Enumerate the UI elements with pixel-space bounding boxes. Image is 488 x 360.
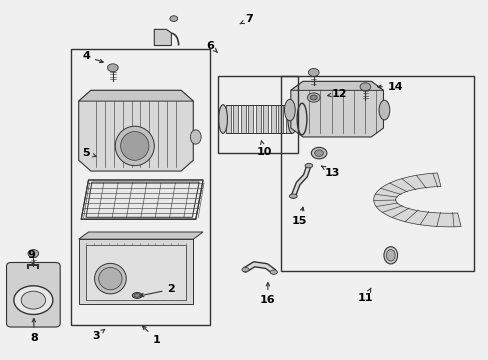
Text: 11: 11: [357, 288, 372, 303]
Ellipse shape: [134, 294, 140, 297]
Ellipse shape: [218, 105, 227, 134]
Polygon shape: [79, 232, 203, 239]
Text: 4: 4: [82, 51, 103, 63]
Bar: [278, 105, 283, 134]
Ellipse shape: [305, 163, 312, 168]
Text: 16: 16: [260, 283, 275, 305]
Bar: [225, 105, 230, 134]
Circle shape: [310, 95, 317, 100]
Text: 10: 10: [256, 141, 271, 157]
PathPatch shape: [373, 173, 460, 227]
Text: 8: 8: [30, 319, 38, 343]
Bar: [233, 105, 238, 134]
Text: 14: 14: [377, 82, 403, 92]
Circle shape: [169, 16, 177, 22]
Circle shape: [14, 286, 53, 315]
Bar: [241, 105, 245, 134]
Bar: [281, 76, 473, 271]
Text: 12: 12: [327, 89, 346, 99]
Ellipse shape: [242, 267, 248, 272]
Bar: [285, 105, 290, 134]
Polygon shape: [154, 30, 171, 45]
Ellipse shape: [383, 247, 397, 264]
FancyBboxPatch shape: [6, 262, 60, 327]
Polygon shape: [79, 90, 193, 171]
Polygon shape: [79, 90, 193, 101]
Bar: [71, 49, 210, 325]
Bar: [248, 105, 253, 134]
Circle shape: [28, 249, 39, 257]
Circle shape: [311, 147, 326, 159]
Polygon shape: [290, 81, 383, 137]
Ellipse shape: [289, 194, 297, 198]
Circle shape: [314, 150, 323, 156]
Ellipse shape: [284, 99, 295, 121]
Text: 9: 9: [27, 250, 35, 266]
Ellipse shape: [287, 105, 296, 134]
Ellipse shape: [269, 270, 277, 274]
Text: 2: 2: [140, 284, 175, 297]
Ellipse shape: [94, 264, 126, 294]
Circle shape: [307, 93, 320, 102]
Bar: [86, 244, 185, 300]
Circle shape: [359, 83, 370, 91]
Text: 6: 6: [206, 41, 217, 52]
Circle shape: [308, 68, 319, 76]
Bar: [255, 105, 260, 134]
Text: 5: 5: [82, 148, 96, 158]
Ellipse shape: [378, 100, 389, 120]
Circle shape: [21, 291, 45, 309]
Ellipse shape: [121, 132, 149, 160]
Ellipse shape: [132, 293, 142, 298]
Text: 3: 3: [92, 329, 104, 341]
Ellipse shape: [99, 267, 122, 290]
Text: 15: 15: [291, 207, 306, 226]
Text: 7: 7: [240, 14, 253, 24]
Circle shape: [107, 64, 118, 72]
Ellipse shape: [115, 126, 154, 166]
Polygon shape: [81, 180, 203, 220]
Bar: [270, 105, 275, 134]
Polygon shape: [79, 239, 193, 304]
Polygon shape: [290, 81, 383, 90]
Text: 13: 13: [321, 166, 339, 178]
Bar: [263, 105, 268, 134]
Ellipse shape: [386, 249, 394, 261]
Text: 1: 1: [142, 326, 160, 345]
Bar: [217, 76, 298, 153]
Ellipse shape: [190, 130, 201, 144]
